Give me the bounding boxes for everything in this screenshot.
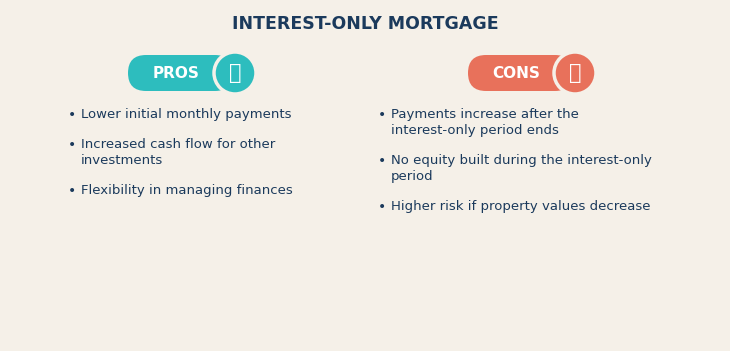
Text: CONS: CONS — [492, 66, 540, 80]
Text: •: • — [378, 200, 386, 214]
Text: •: • — [68, 138, 76, 152]
FancyBboxPatch shape — [468, 55, 573, 91]
Text: 👎: 👎 — [569, 63, 581, 83]
Text: INTEREST-ONLY MORTGAGE: INTEREST-ONLY MORTGAGE — [231, 15, 499, 33]
Text: Increased cash flow for other: Increased cash flow for other — [81, 138, 275, 151]
Text: period: period — [391, 170, 434, 183]
Text: •: • — [378, 108, 386, 122]
Text: interest-only period ends: interest-only period ends — [391, 124, 559, 137]
Text: investments: investments — [81, 154, 164, 167]
Text: Lower initial monthly payments: Lower initial monthly payments — [81, 108, 291, 121]
Text: •: • — [378, 154, 386, 168]
Text: PROS: PROS — [153, 66, 200, 80]
Text: Higher risk if property values decrease: Higher risk if property values decrease — [391, 200, 650, 213]
Circle shape — [214, 52, 256, 94]
Text: Flexibility in managing finances: Flexibility in managing finances — [81, 184, 293, 197]
FancyBboxPatch shape — [128, 55, 233, 91]
Text: 👍: 👍 — [228, 63, 241, 83]
Circle shape — [554, 52, 596, 94]
Text: Payments increase after the: Payments increase after the — [391, 108, 579, 121]
Text: No equity built during the interest-only: No equity built during the interest-only — [391, 154, 652, 167]
Text: •: • — [68, 184, 76, 198]
Text: •: • — [68, 108, 76, 122]
